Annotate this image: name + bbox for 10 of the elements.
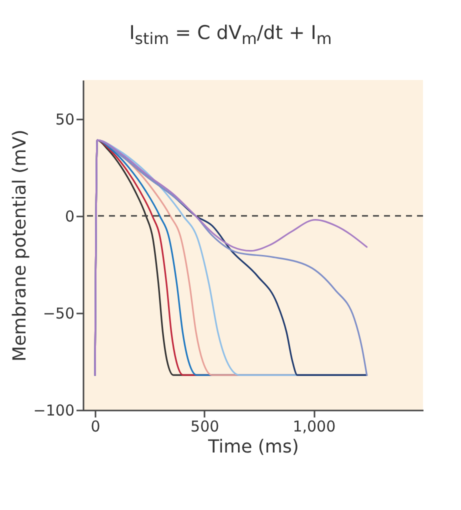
- y-tick-label: 0: [64, 207, 74, 226]
- x-tick-label: 500: [190, 418, 220, 436]
- y-axis-title: Membrane potential (mV): [9, 130, 30, 362]
- x-axis-title: Time (ms): [207, 436, 299, 458]
- y-tick-label: 50: [55, 110, 74, 128]
- chart-title: I$_{stim}$ = C dV$_{m}$/dt + I$_{m}$: [128, 21, 333, 50]
- y-tick-label: −50: [42, 304, 74, 322]
- x-tick-label: 1,000: [292, 418, 336, 436]
- x-tick-label: 0: [90, 418, 100, 436]
- y-tick-label: −100: [33, 402, 74, 420]
